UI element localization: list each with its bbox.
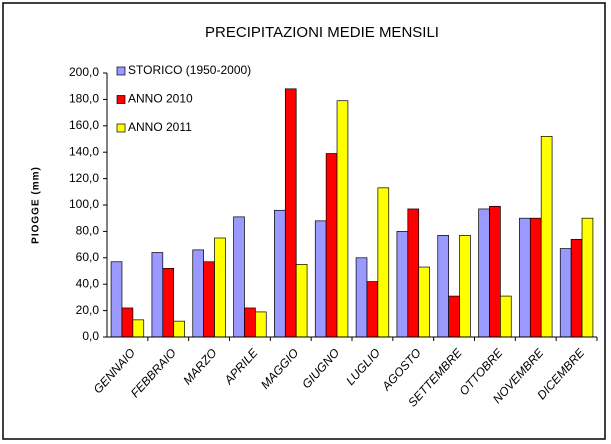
bar [325,153,338,338]
y-tick-label: 180,0 [69,92,99,106]
bar [581,217,594,338]
bar [295,264,308,338]
chart-title: PRECIPITAZIONI MEDIE MENSILI [205,24,439,41]
y-tick-label: 160,0 [69,118,99,132]
bar [437,235,449,338]
bar [559,248,572,338]
bar [284,88,297,338]
bar [540,136,553,338]
y-tick-label: 40,0 [76,276,100,290]
bar [396,231,409,338]
y-tick-label: 20,0 [76,303,100,317]
legend-swatch [116,66,126,76]
legend-label: ANNO 2011 [128,120,192,134]
bar [366,281,379,338]
bar [244,307,256,338]
bar [519,217,531,338]
bar [192,249,204,338]
bar [314,220,327,338]
bar [203,261,215,338]
bar [478,208,490,338]
bar [132,319,145,338]
bar [151,252,164,338]
y-tick-label: 120,0 [69,171,99,185]
bar [489,205,501,338]
y-tick-label: 200,0 [69,65,99,79]
legend-label: STORICO (1950-2000) [128,63,251,77]
bar [377,187,390,338]
bar [500,295,512,338]
bar [355,257,368,338]
legend-swatch [116,123,126,133]
bar [336,100,349,338]
bar [162,268,175,338]
bar [173,320,185,338]
bar [407,208,420,338]
bar [110,261,123,338]
y-tick-label: 0,0 [82,329,99,343]
bar [121,307,134,338]
y-tick-label: 100,0 [69,197,99,211]
bar [233,216,245,338]
y-tick-label: 140,0 [69,144,99,158]
bar [274,209,286,338]
chart-frame [2,2,606,440]
legend-swatch [116,95,126,104]
bar [448,295,460,338]
bar [418,266,430,338]
bar [570,238,583,338]
y-axis-label: PIOGGE (mm) [31,166,42,244]
bar [214,237,226,338]
y-tick-label: 80,0 [76,224,100,238]
bar [459,235,471,338]
legend-label: ANNO 2010 [128,92,193,106]
bar [529,217,542,338]
y-tick-label: 60,0 [76,250,100,264]
bar [255,311,267,338]
